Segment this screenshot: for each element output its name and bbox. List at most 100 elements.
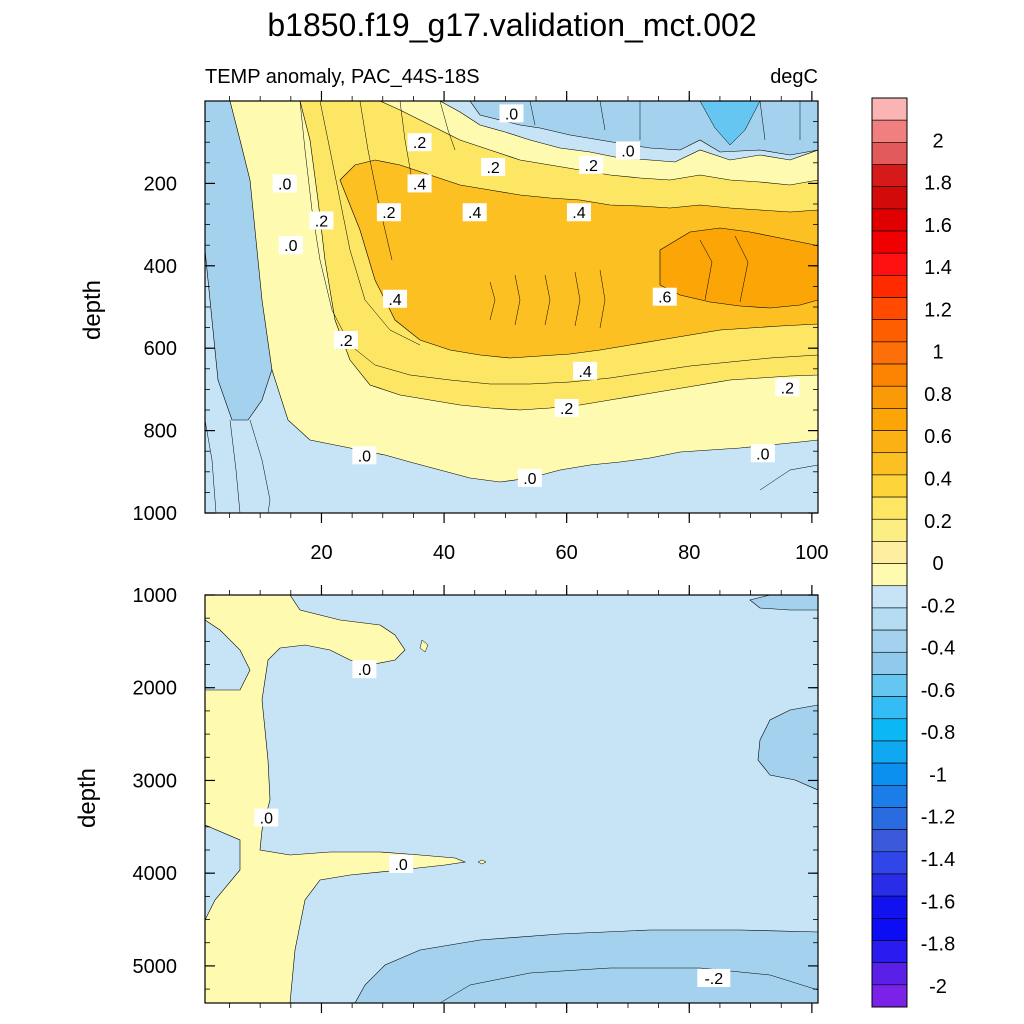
- contour-label-box: [278, 236, 303, 255]
- colorbar-label: -1.8: [921, 934, 955, 956]
- contour-label: .0: [621, 143, 634, 160]
- colorbar-swatch: [871, 940, 908, 963]
- x-tick-label: 80: [678, 542, 700, 564]
- colorbar-swatch: [871, 408, 908, 431]
- colorbar-swatch: [871, 607, 908, 631]
- colorbar-swatch: [871, 230, 908, 254]
- colorbar-swatch: [871, 918, 908, 941]
- contour-label: .0: [505, 106, 518, 123]
- y-tick-label: 4000: [133, 863, 178, 885]
- contour-label: .2: [382, 205, 395, 222]
- colorbar-frame: [871, 97, 908, 1008]
- colorbar-swatch: [871, 585, 908, 609]
- colorbar-swatch: [871, 341, 908, 365]
- y-tick-label: 600: [144, 338, 177, 360]
- colorbar-swatch: [871, 496, 908, 520]
- contour-label-box: [697, 968, 731, 987]
- contour-label: .0: [358, 662, 371, 679]
- colorbar-label: 1.4: [924, 257, 952, 279]
- colorbar-swatch: [871, 696, 908, 720]
- contour-label: .2: [585, 158, 598, 175]
- colorbar-swatch: [871, 452, 908, 476]
- contour-label: .4: [468, 205, 481, 222]
- x-tick-label: 20: [310, 542, 332, 564]
- colorbar-label: -1: [929, 764, 947, 786]
- contour-label-box: [573, 361, 598, 380]
- lower-region-neg-2-top-right: [749, 595, 818, 611]
- contour-label: .0: [260, 811, 273, 828]
- contour-label-box: [389, 854, 414, 873]
- lower-panel: 1000 2000 3000 4000 5000 .0 .0 .0 -.2 depth: [74, 585, 819, 1013]
- contour-label-box: [272, 174, 297, 193]
- contour-label-box: [615, 141, 640, 160]
- colorbar-swatch: [871, 164, 908, 187]
- contour-label: .2: [560, 401, 573, 418]
- colorbar-label: -0.8: [921, 722, 955, 744]
- contour-label: .2: [486, 160, 499, 177]
- upper-contour-lines: [205, 101, 818, 513]
- colorbar-swatch: [871, 807, 908, 830]
- colorbar-label: -0.2: [921, 595, 955, 617]
- contour-label-box: [352, 660, 377, 679]
- colorbar-swatch: [871, 829, 908, 853]
- contour-label: .0: [756, 446, 769, 463]
- y-tick-label: 400: [144, 256, 177, 278]
- contour-label: .4: [413, 176, 426, 193]
- contour-label-box: [481, 157, 506, 176]
- contour-label: .2: [339, 333, 352, 350]
- figure-title: b1850.f19_g17.validation_mct.002: [267, 7, 756, 43]
- y-tick-label: 5000: [133, 956, 178, 978]
- upper-region-pos-4: [339, 159, 818, 359]
- contour-label-box: [254, 808, 279, 827]
- contour-label: .0: [394, 857, 407, 874]
- colorbar: 2 1.8 1.6 1.4 1.2 1 0.8 0.6 0.4 0.2 0 -0.2 -0.4 -0.6 -…: [871, 97, 955, 1008]
- colorbar-swatch: [871, 275, 908, 298]
- colorbar-label: -0.4: [921, 638, 955, 660]
- colorbar-swatch: [871, 186, 908, 210]
- upper-x-axis: 20 40 60 80 100: [229, 91, 829, 564]
- contour-label-box: [333, 330, 358, 349]
- panel-subtitle-units: degC: [770, 66, 818, 88]
- colorbar-swatch: [871, 851, 908, 875]
- contour-label: .0: [278, 176, 291, 193]
- contour-label: .6: [658, 290, 671, 307]
- colorbar-swatch: [871, 208, 908, 232]
- colorbar-swatch: [871, 651, 908, 675]
- colorbar-swatch: [871, 97, 908, 121]
- contour-label: .0: [523, 471, 536, 488]
- colorbar-swatch: [871, 474, 908, 498]
- lower-plot-frame: [204, 594, 819, 1004]
- colorbar-swatch: [871, 541, 908, 564]
- colorbar-label: 0.6: [924, 426, 952, 448]
- upper-contour-fill: [205, 101, 818, 513]
- colorbar-swatch: [871, 629, 908, 653]
- colorbar-swatch: [871, 363, 908, 387]
- colorbar-swatch: [871, 674, 908, 697]
- colorbar-swatch: [871, 385, 908, 409]
- contour-label-box: [383, 289, 408, 308]
- contour-label: .0: [358, 448, 371, 465]
- colorbar-swatch: [871, 142, 908, 165]
- x-tick-label: 60: [556, 542, 578, 564]
- contour-label: -.2: [704, 971, 723, 988]
- contour-label-box: [352, 446, 377, 465]
- colorbar-swatch: [871, 718, 908, 742]
- y-tick-label: 800: [144, 421, 177, 443]
- colorbar-label: -2: [929, 976, 947, 998]
- contour-label-box: [517, 468, 542, 487]
- lower-x-axis: [229, 585, 813, 1013]
- lower-region-pos-0: [205, 595, 467, 1003]
- y-tick-label: 200: [144, 173, 177, 195]
- colorbar-label: 1.6: [924, 215, 952, 237]
- contour-label: .0: [284, 238, 297, 255]
- lower-region-pos-0-dot: [477, 859, 487, 865]
- y-tick-label: 2000: [133, 678, 178, 700]
- contour-label: .4: [388, 292, 401, 309]
- colorbar-label: 2: [932, 130, 943, 152]
- colorbar-swatch: [871, 518, 908, 542]
- upper-panel: 200 400 600 800 1000 20 40 60 80 100 .0 .0 .2 .2 .2.…: [79, 91, 829, 564]
- colorbar-swatch: [871, 962, 908, 986]
- contour-label-box: [579, 155, 604, 174]
- upper-y-axis: 200 400 600 800 1000: [133, 100, 818, 525]
- upper-region-pos-6: [659, 227, 818, 309]
